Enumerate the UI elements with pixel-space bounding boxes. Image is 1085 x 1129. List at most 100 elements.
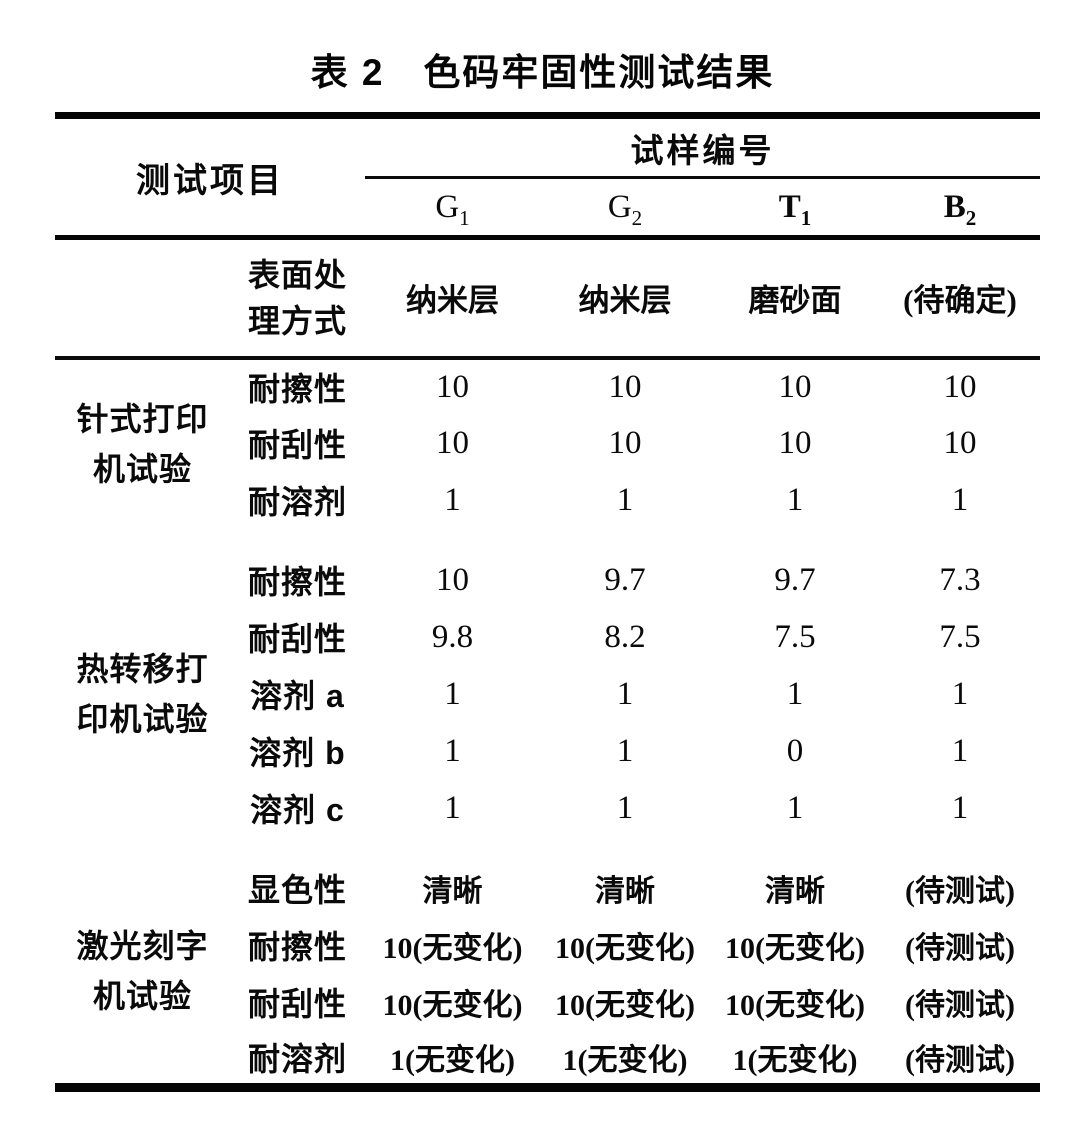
result-cell: 7.5 bbox=[774, 618, 816, 655]
table-title: 表 2 色码牢固性测试结果 bbox=[310, 52, 775, 93]
table-row: 耐刮性 10(无变化) 10(无变化) 10(无变化) (待测试) bbox=[55, 974, 1040, 1031]
column-base: T bbox=[778, 188, 801, 225]
row-label: 耐擦性 bbox=[247, 564, 347, 600]
column-header-g1: G1 bbox=[365, 177, 540, 240]
row-label: 显色性 bbox=[247, 872, 347, 908]
result-cell: (待测试) bbox=[905, 932, 1015, 965]
result-cell: 1 bbox=[616, 732, 634, 769]
result-cell: 10 bbox=[608, 368, 642, 405]
table-row: 溶剂 b 1 1 0 1 bbox=[55, 723, 1040, 780]
result-cell: 1 bbox=[951, 675, 969, 712]
row-label: 耐刮性 bbox=[247, 427, 347, 463]
column-base: G bbox=[607, 188, 632, 225]
result-cell: 0 bbox=[786, 732, 804, 769]
result-cell: 10(无变化) bbox=[382, 989, 523, 1022]
column-subscript: 2 bbox=[631, 205, 643, 230]
result-cell: (待测试) bbox=[905, 989, 1015, 1022]
result-cell: 1 bbox=[444, 789, 461, 826]
column-subscript: 2 bbox=[965, 205, 977, 230]
table-row: 热转移打 印机试验 耐擦性 10 9.7 9.7 7.3 bbox=[55, 552, 1040, 738]
result-cell: (待确定) bbox=[880, 237, 1040, 360]
result-cell: 1 bbox=[951, 732, 969, 769]
result-cell: 9.7 bbox=[604, 561, 646, 598]
result-cell: 10 bbox=[608, 424, 642, 461]
result-cell: 7.5 bbox=[939, 618, 981, 655]
result-cell: 10(无变化) bbox=[725, 932, 865, 965]
column-subscript: 1 bbox=[800, 205, 812, 230]
row-label: 溶剂 c bbox=[250, 792, 345, 828]
section-label-line2: 机试验 bbox=[92, 451, 192, 487]
row-label: 耐擦性 bbox=[247, 371, 347, 407]
column-base: G bbox=[435, 188, 460, 225]
row-label: 溶剂 a bbox=[250, 678, 345, 714]
surface-label-line1: 表面处 bbox=[247, 256, 347, 293]
fastness-results-table: 测试项目 试样编号 G1 G2 T1 B2 表面处 理方式 纳米层 纳米层 磨砂… bbox=[55, 112, 1040, 1092]
section-label-line1: 针式打印 bbox=[76, 401, 209, 437]
row-label: 耐刮性 bbox=[247, 986, 347, 1022]
table-row: 耐擦性 10(无变化) 10(无变化) 10(无变化) (待测试) bbox=[55, 917, 1040, 974]
result-cell: 1(无变化) bbox=[562, 1043, 688, 1077]
section-label-laser-engraver: 激光刻字 机试验 bbox=[55, 860, 230, 1088]
section-gap-cell bbox=[55, 837, 1040, 860]
result-cell: 10 bbox=[436, 368, 469, 405]
result-cell: 1 bbox=[616, 675, 634, 712]
section-label-line2: 机试验 bbox=[92, 978, 192, 1015]
table-row: 耐溶剂 1 1 1 1 bbox=[55, 472, 1040, 529]
result-cell: 磨砂面 bbox=[710, 237, 880, 360]
result-cell: 10 bbox=[436, 561, 469, 598]
column-header-b2: B2 bbox=[880, 177, 1040, 240]
table-row: 激光刻字 机试验 显色性 清晰 清晰 清晰 (待测试) bbox=[55, 860, 1040, 1014]
row-label: 溶剂 b bbox=[249, 735, 346, 771]
section-gap bbox=[55, 837, 1040, 860]
result-cell: 1 bbox=[786, 789, 804, 826]
result-cell: 10 bbox=[943, 368, 977, 405]
result-cell: (待测试) bbox=[905, 875, 1015, 908]
header-sample-id-label: 试样编号 bbox=[365, 115, 1040, 179]
result-cell: 纳米层 bbox=[365, 237, 540, 360]
row-label: 耐溶剂 bbox=[247, 1040, 347, 1077]
result-cell: 1 bbox=[951, 481, 969, 518]
section-gap bbox=[55, 529, 1040, 552]
result-cell: 1 bbox=[786, 481, 804, 518]
surface-treatment-row: 表面处 理方式 纳米层 纳米层 磨砂面 (待确定) bbox=[55, 237, 1040, 360]
result-cell: 10(无变化) bbox=[555, 932, 695, 965]
result-cell: 10(无变化) bbox=[555, 989, 695, 1022]
table-row: 耐溶剂 1(无变化) 1(无变化) 1(无变化) (待测试) bbox=[55, 1031, 1040, 1088]
column-subscript: 1 bbox=[459, 205, 470, 230]
result-cell: 1 bbox=[444, 481, 461, 518]
section-label-line1: 激光刻字 bbox=[76, 928, 209, 965]
result-cell: 7.3 bbox=[939, 561, 981, 598]
result-cell: 1 bbox=[616, 789, 634, 826]
table-row: 溶剂 c 1 1 1 1 bbox=[55, 780, 1040, 837]
empty-cell bbox=[55, 237, 230, 360]
result-cell: 10 bbox=[943, 424, 977, 461]
result-cell: 1 bbox=[616, 481, 634, 518]
result-cell: 10(无变化) bbox=[382, 932, 523, 965]
result-cell: 10(无变化) bbox=[725, 989, 865, 1022]
column-base: B bbox=[943, 188, 966, 225]
result-cell: 清晰 bbox=[595, 875, 655, 908]
row-label: 耐擦性 bbox=[247, 929, 347, 965]
surface-treatment-label: 表面处 理方式 bbox=[230, 237, 365, 360]
result-cell: 9.8 bbox=[431, 618, 474, 655]
result-cell: 1 bbox=[786, 675, 804, 712]
result-cell: 9.7 bbox=[774, 561, 816, 598]
surface-label-line2: 理方式 bbox=[247, 302, 347, 339]
table-row: 针式打印 机试验 耐擦性 10 10 10 10 bbox=[55, 358, 1040, 488]
column-header-g2: G2 bbox=[540, 177, 710, 240]
result-cell: 1 bbox=[951, 789, 969, 826]
header-row-sample-group: 测试项目 试样编号 bbox=[55, 115, 1040, 240]
section-label-line1: 热转移打 bbox=[76, 651, 209, 687]
result-cell: 10 bbox=[436, 424, 469, 461]
column-header-t1: T1 bbox=[710, 177, 880, 240]
section-label-thermal-transfer-printer: 热转移打 印机试验 bbox=[55, 552, 230, 837]
result-cell: 清晰 bbox=[765, 875, 825, 908]
header-test-item-label: 测试项目 bbox=[55, 115, 365, 240]
result-cell: 纳米层 bbox=[540, 237, 710, 360]
result-cell: 清晰 bbox=[422, 875, 483, 908]
row-label: 耐溶剂 bbox=[247, 484, 347, 520]
result-cell: 10 bbox=[778, 424, 812, 461]
result-cell: 1 bbox=[444, 732, 461, 769]
row-label: 耐刮性 bbox=[247, 621, 347, 657]
